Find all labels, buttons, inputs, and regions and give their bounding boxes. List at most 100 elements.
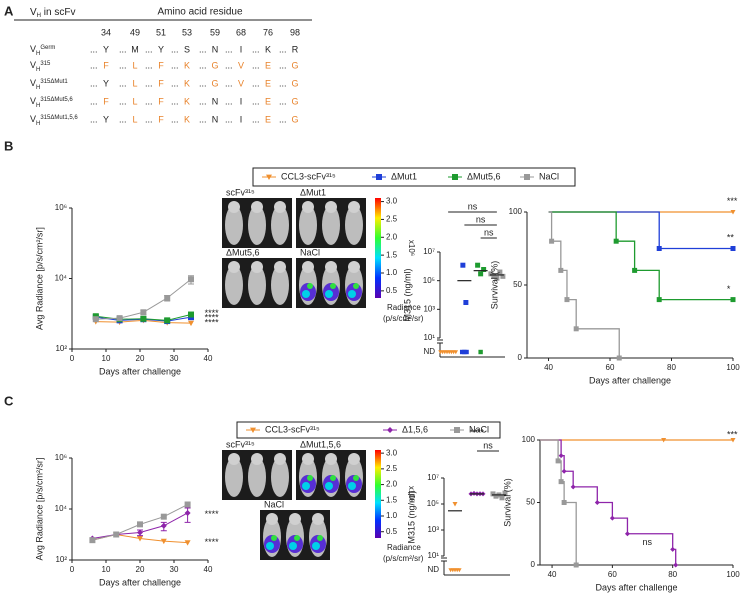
- y-axis-label: Avg Radiance [p/s/cm²/sr]: [34, 458, 44, 561]
- marker: [561, 468, 567, 474]
- marker: [160, 513, 167, 520]
- image-label: ΔMut5,6: [226, 247, 260, 257]
- annotation: **: [727, 233, 735, 243]
- label: VH in scFv: [30, 7, 75, 19]
- residue: N: [212, 44, 219, 54]
- annotation: ***: [727, 429, 738, 439]
- signal: [353, 283, 359, 289]
- marker: [137, 529, 143, 536]
- marker: [594, 500, 600, 505]
- mouse: [225, 457, 243, 497]
- x-tick-label: 60: [606, 363, 615, 372]
- mouse-head: [348, 453, 360, 465]
- mouse-head: [251, 201, 263, 213]
- label-part: 315ΔMut1,5,6: [40, 115, 78, 121]
- y-tick-label: 0: [518, 353, 523, 362]
- ellipsis: ...: [145, 44, 153, 54]
- residue: E: [265, 60, 271, 70]
- marker: [478, 349, 483, 355]
- image-label: scFv³¹⁵: [226, 439, 255, 449]
- marker: [188, 311, 194, 318]
- x-tick-label: 100: [726, 363, 740, 372]
- marker: [561, 500, 567, 505]
- ellipsis: ...: [252, 78, 260, 88]
- column-header: 34: [101, 27, 111, 37]
- residue: E: [265, 96, 271, 106]
- marker: [616, 355, 622, 361]
- colorbar: [375, 198, 381, 298]
- column-header: 51: [156, 27, 166, 37]
- marker: [140, 309, 147, 316]
- label-part: V: [30, 78, 36, 88]
- annotation: ****: [205, 318, 220, 328]
- column-header: 49: [130, 27, 140, 37]
- legend-label: CCL3-scFv³¹⁵: [265, 424, 320, 434]
- mouse-head: [274, 261, 286, 273]
- residue: I: [240, 114, 243, 124]
- colorbar: [375, 450, 381, 538]
- residue: L: [132, 114, 137, 124]
- residue: V: [238, 78, 244, 88]
- x-axis-label: Days after challenge: [99, 577, 181, 587]
- residue: I: [240, 44, 243, 54]
- annotation: ns: [643, 537, 653, 547]
- image-label: scFv³¹⁵: [226, 187, 255, 197]
- column-header: 76: [263, 27, 273, 37]
- y-tick-label: 10²: [55, 555, 67, 564]
- ellipsis: ...: [252, 114, 260, 124]
- marker: [140, 315, 147, 322]
- residue: K: [184, 96, 190, 106]
- signal: [312, 542, 320, 550]
- y-axis-label: M315 (ng/ml): [406, 490, 416, 543]
- legend-marker: [452, 174, 458, 180]
- marker: [184, 540, 191, 546]
- y-tick-label: 10⁵: [423, 276, 435, 285]
- colorbar-exponent: x10⁶: [407, 486, 416, 502]
- legend-marker: [454, 427, 460, 433]
- marker: [558, 267, 564, 273]
- mouse: [225, 265, 243, 305]
- label-part: V: [30, 60, 36, 70]
- mouse-head: [274, 453, 286, 465]
- residue: K: [184, 114, 190, 124]
- column-header: 98: [290, 27, 300, 37]
- ellipsis: ...: [199, 114, 207, 124]
- x-tick-label: 20: [136, 354, 145, 363]
- residue: L: [132, 60, 137, 70]
- mouse: [299, 205, 317, 245]
- marker: [558, 479, 564, 485]
- label: VH315ΔMut5,6: [30, 96, 73, 108]
- mouse: [225, 205, 243, 245]
- legend-label: CCL3-scFv³¹⁵: [281, 171, 336, 181]
- y-tick-label: 10⁴: [55, 274, 68, 283]
- ellipsis: ...: [279, 44, 287, 54]
- y-tick-label: 10⁵: [427, 499, 439, 508]
- ellipsis: ...: [145, 60, 153, 70]
- ellipsis: ...: [171, 96, 179, 106]
- residue: K: [184, 60, 190, 70]
- ellipsis: ...: [90, 96, 98, 106]
- y-axis-label: Survival (%): [502, 478, 512, 527]
- residue: N: [212, 96, 219, 106]
- x-tick-label: 20: [136, 565, 145, 574]
- signal: [325, 290, 333, 298]
- panel-label: A: [4, 3, 14, 18]
- y-axis-label: M315 (ng/ml): [402, 268, 412, 321]
- ellipsis: ...: [279, 114, 287, 124]
- y-tick-label: 10⁷: [427, 473, 439, 482]
- label-part: 315ΔMut5,6: [40, 97, 73, 103]
- image-label: ΔMut1,5,6: [300, 439, 341, 449]
- marker: [164, 317, 171, 324]
- ellipsis: ...: [279, 60, 287, 70]
- colorbar-units: (p/s/cm²/sr): [383, 314, 424, 323]
- legend-marker: [250, 427, 256, 433]
- marker: [184, 509, 191, 516]
- marker: [164, 294, 171, 301]
- marker: [624, 531, 630, 537]
- marker: [502, 490, 508, 496]
- mouse-head: [325, 261, 337, 273]
- x-tick-label: 80: [668, 570, 677, 579]
- column-header: 59: [210, 27, 220, 37]
- x-tick-label: 40: [548, 570, 557, 579]
- mouse: [345, 205, 363, 245]
